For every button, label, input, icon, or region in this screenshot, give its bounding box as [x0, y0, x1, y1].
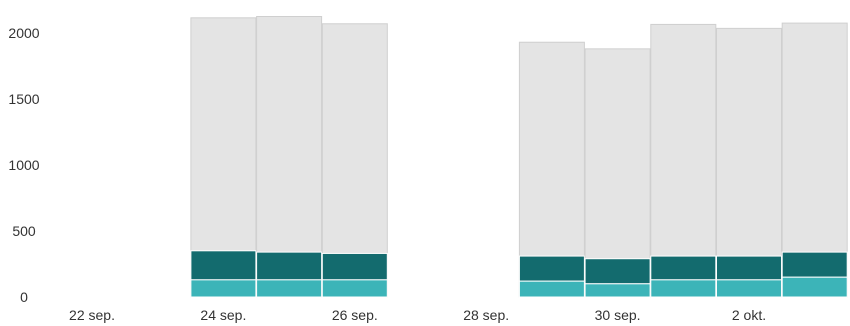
- x-tick-label: 30 sep.: [595, 307, 641, 323]
- bar-total-segment[interactable]: [781, 22, 848, 298]
- y-tick-label: 1500: [8, 91, 39, 107]
- bar-group[interactable]: [584, 48, 651, 298]
- x-tick-label: 28 sep.: [463, 307, 509, 323]
- x-tick-label: 2 okt.: [732, 307, 766, 323]
- x-tick-label: 24 sep.: [200, 307, 246, 323]
- bar-group[interactable]: [321, 23, 388, 298]
- bar-total-segment[interactable]: [256, 16, 323, 298]
- y-tick-label: 2000: [8, 25, 39, 41]
- y-tick-label: 0: [20, 289, 28, 305]
- bar-middle-segment[interactable]: [716, 255, 782, 281]
- bar-middle-segment[interactable]: [650, 255, 717, 281]
- y-tick-label: 1000: [8, 157, 39, 173]
- bar-middle-segment[interactable]: [781, 251, 848, 278]
- bars: [190, 16, 848, 298]
- bar-middle-segment[interactable]: [256, 251, 323, 281]
- bar-bottom-segment[interactable]: [650, 279, 717, 298]
- bar-group[interactable]: [716, 27, 782, 298]
- bar-middle-segment[interactable]: [584, 258, 651, 285]
- x-tick-label: 26 sep.: [332, 307, 378, 323]
- x-axis: 22 sep. 24 sep. 26 sep. 28 sep. 30 sep. 2 okt…: [69, 307, 766, 323]
- x-tick-label: 22 sep.: [69, 307, 115, 323]
- bar-group[interactable]: [518, 41, 585, 298]
- bar-middle-segment[interactable]: [518, 255, 585, 282]
- bar-bottom-segment[interactable]: [584, 283, 651, 298]
- bar-total-segment[interactable]: [584, 48, 651, 298]
- bar-total-segment[interactable]: [321, 23, 388, 298]
- bar-bottom-segment[interactable]: [321, 279, 388, 298]
- bar-middle-segment[interactable]: [321, 252, 388, 281]
- bar-group[interactable]: [781, 22, 848, 298]
- bar-group[interactable]: [256, 16, 323, 298]
- y-tick-label: 500: [12, 223, 36, 239]
- bar-group[interactable]: [650, 23, 717, 298]
- bar-total-segment[interactable]: [650, 23, 717, 298]
- bar-bottom-segment[interactable]: [781, 276, 848, 298]
- bar-middle-segment[interactable]: [190, 250, 257, 281]
- bar-bottom-segment[interactable]: [190, 279, 257, 298]
- y-axis: 0 500 1000 1500 2000: [8, 25, 39, 305]
- bar-bottom-segment[interactable]: [716, 279, 782, 298]
- bar-total-segment[interactable]: [518, 41, 585, 298]
- bar-bottom-segment[interactable]: [518, 280, 585, 298]
- bar-bottom-segment[interactable]: [256, 279, 323, 298]
- bar-group[interactable]: [190, 17, 257, 298]
